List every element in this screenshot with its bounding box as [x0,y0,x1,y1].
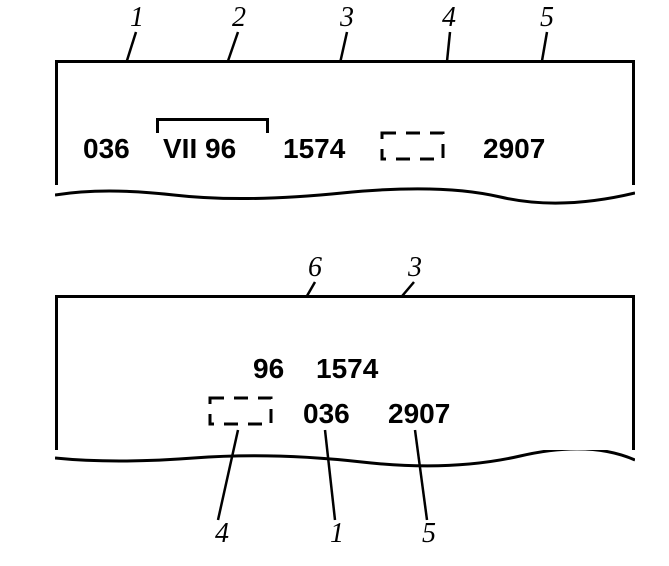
code-2907: 2907 [483,133,545,165]
code-1574-b: 1574 [316,353,378,385]
panel-top: 036 VII 96 1574 2907 [55,60,635,205]
code-96: 96 [253,353,284,385]
wavy-edge-top [55,185,635,205]
code-vii96: VII 96 [163,133,236,165]
code-1574: 1574 [283,133,345,165]
dashed-box-top [380,131,445,161]
bracket-icon [156,118,269,133]
leader-lines-bottom [0,420,669,530]
code-036: 036 [83,133,130,165]
